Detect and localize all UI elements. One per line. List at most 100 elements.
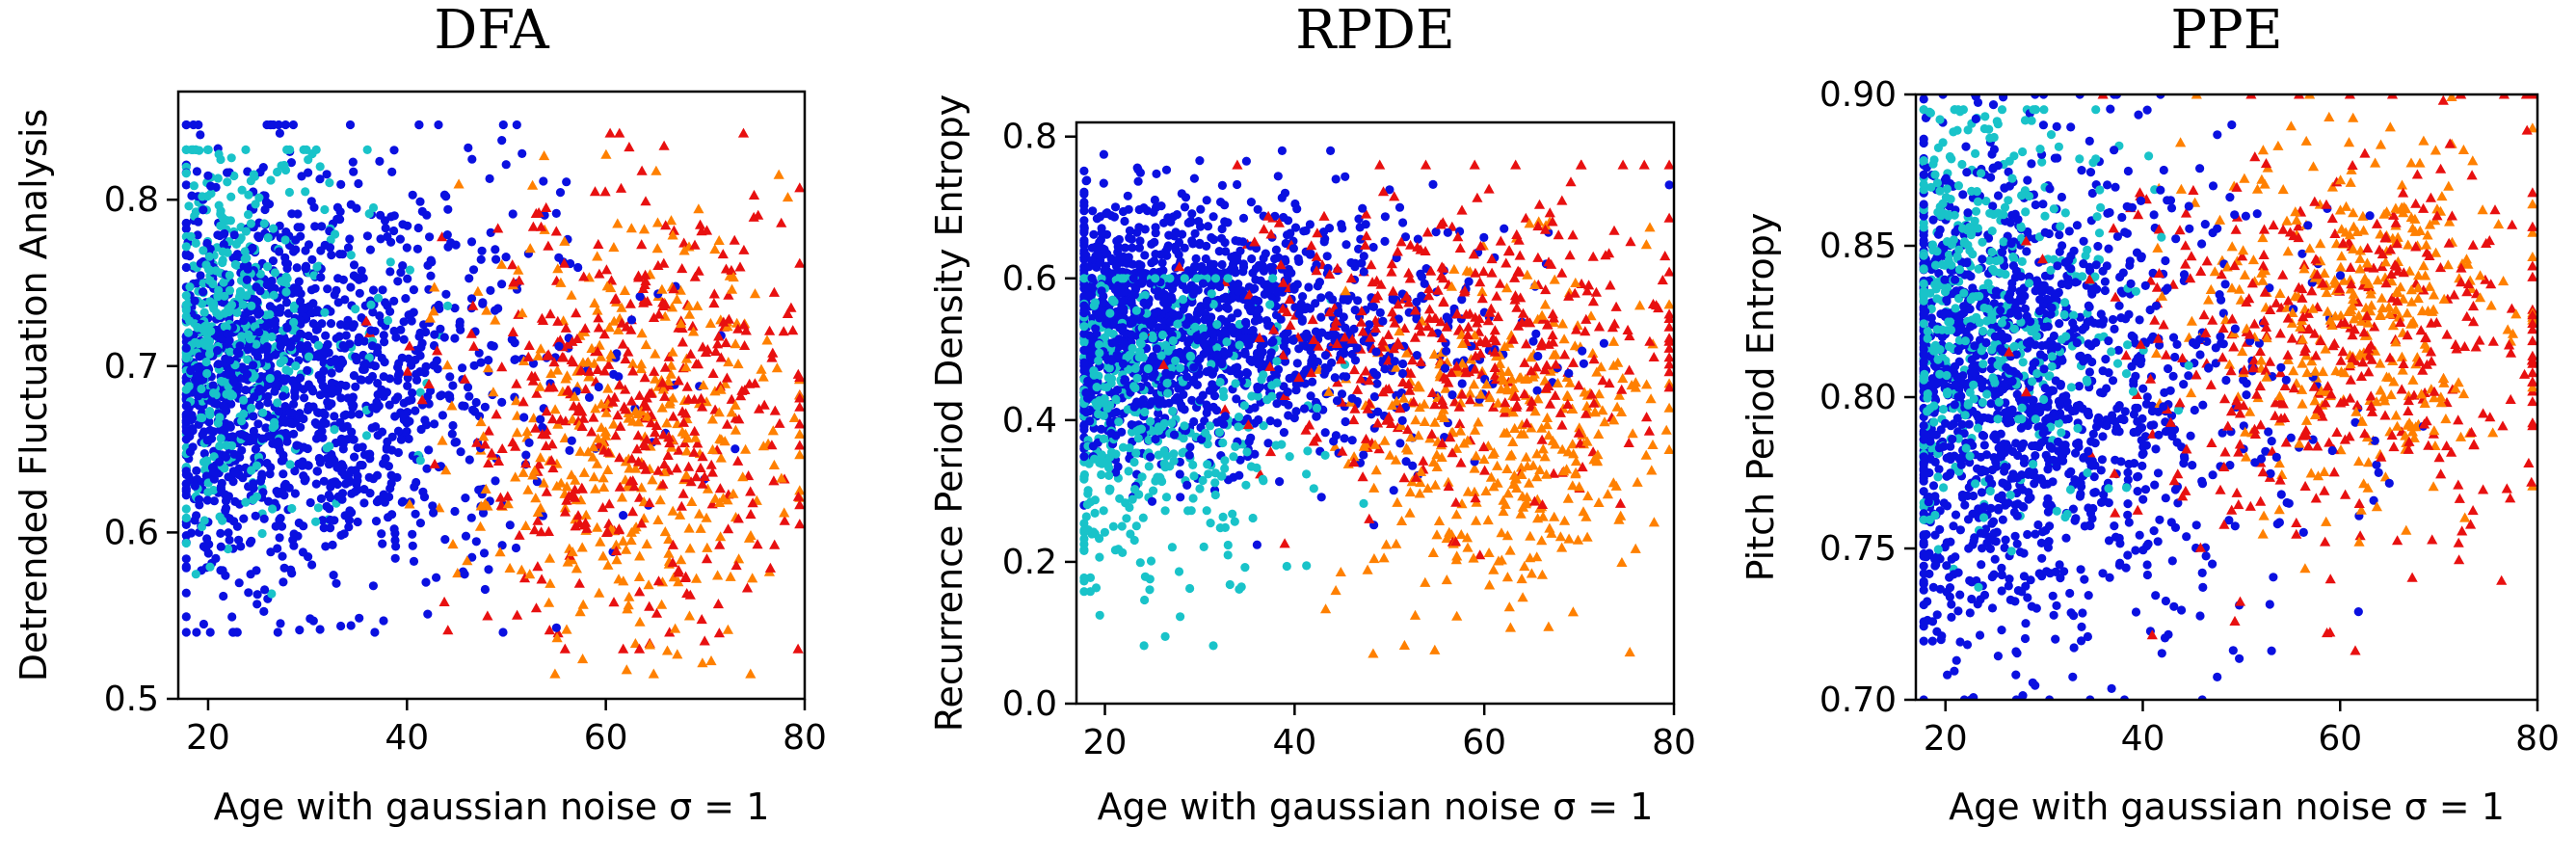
data-point — [288, 535, 298, 545]
data-point — [656, 377, 668, 387]
data-point — [1294, 256, 1304, 266]
data-point — [1567, 229, 1579, 240]
data-point — [225, 535, 234, 545]
data-point — [1456, 204, 1468, 215]
data-point — [659, 390, 671, 401]
data-point — [401, 294, 411, 304]
data-point — [207, 463, 218, 472]
data-point — [249, 494, 258, 505]
data-point — [613, 324, 624, 334]
data-point — [1611, 401, 1623, 412]
data-point — [216, 484, 226, 494]
data-point — [299, 521, 308, 531]
data-point — [678, 237, 690, 248]
data-point — [620, 404, 631, 414]
data-point — [359, 498, 369, 508]
data-point — [651, 607, 663, 618]
data-point — [346, 621, 356, 630]
data-point — [1189, 471, 1199, 481]
data-point — [491, 409, 502, 419]
data-point — [385, 257, 395, 267]
data-point — [681, 381, 693, 391]
data-point — [689, 271, 701, 281]
data-point — [1275, 477, 1285, 487]
data-point — [224, 370, 234, 380]
data-point — [234, 349, 244, 359]
data-point — [1272, 399, 1282, 409]
data-point — [747, 497, 758, 508]
data-point — [1501, 464, 1513, 473]
data-point — [1167, 284, 1178, 294]
data-point — [442, 625, 454, 635]
data-point — [593, 322, 604, 333]
data-point — [1504, 545, 1516, 555]
data-point — [1100, 266, 1109, 276]
data-point — [192, 511, 201, 520]
data-point — [1359, 252, 1368, 261]
data-point — [1207, 232, 1216, 243]
data-point — [1138, 513, 1148, 522]
data-point — [279, 577, 288, 587]
data-point — [648, 312, 660, 322]
data-point — [1647, 439, 1659, 449]
data-point — [1315, 278, 1324, 287]
data-point — [1100, 394, 1109, 404]
data-point — [535, 502, 546, 513]
data-point — [1541, 468, 1553, 479]
data-point — [1307, 314, 1318, 325]
data-point — [1461, 532, 1474, 543]
data-point — [1195, 240, 1205, 250]
data-point — [421, 577, 431, 587]
data-point — [1378, 552, 1390, 563]
data-point — [257, 528, 267, 539]
data-point — [745, 668, 757, 679]
data-point — [381, 224, 390, 233]
data-point — [1196, 204, 1206, 214]
data-point — [1392, 496, 1403, 507]
data-point — [1242, 414, 1252, 424]
data-point — [1180, 243, 1189, 253]
data-point — [220, 228, 229, 238]
data-point — [393, 426, 404, 436]
data-point — [458, 363, 467, 373]
data-point — [1471, 515, 1482, 525]
data-point — [193, 362, 202, 372]
data-point — [641, 538, 652, 548]
data-point — [687, 320, 699, 331]
data-point — [706, 414, 718, 424]
data-point — [1089, 229, 1099, 239]
data-point — [216, 221, 226, 230]
x-tick-label: 20 — [186, 718, 230, 758]
data-point — [455, 321, 465, 331]
data-point — [599, 426, 612, 437]
data-point — [373, 379, 383, 388]
data-point — [709, 244, 721, 254]
data-point — [1570, 456, 1582, 467]
data-point — [794, 401, 805, 412]
data-point — [365, 449, 375, 459]
data-point — [1469, 463, 1480, 473]
data-point — [570, 492, 581, 502]
data-point — [254, 308, 265, 318]
data-point — [693, 203, 704, 214]
data-point — [349, 435, 359, 444]
data-point — [600, 407, 612, 417]
data-point — [1489, 361, 1500, 372]
data-point — [518, 467, 529, 477]
data-point — [634, 550, 646, 561]
data-point — [1490, 374, 1502, 385]
data-point — [1188, 494, 1198, 503]
data-point — [453, 178, 465, 189]
data-point — [1207, 289, 1216, 299]
data-point — [512, 427, 523, 438]
data-point — [754, 403, 765, 414]
data-point — [1421, 321, 1433, 332]
data-point — [236, 233, 246, 243]
data-point — [304, 155, 313, 165]
data-point — [227, 432, 237, 441]
data-point — [1524, 477, 1535, 488]
data-point — [199, 307, 209, 317]
data-point — [479, 439, 491, 449]
data-point — [1133, 176, 1143, 186]
data-point — [1140, 315, 1150, 325]
